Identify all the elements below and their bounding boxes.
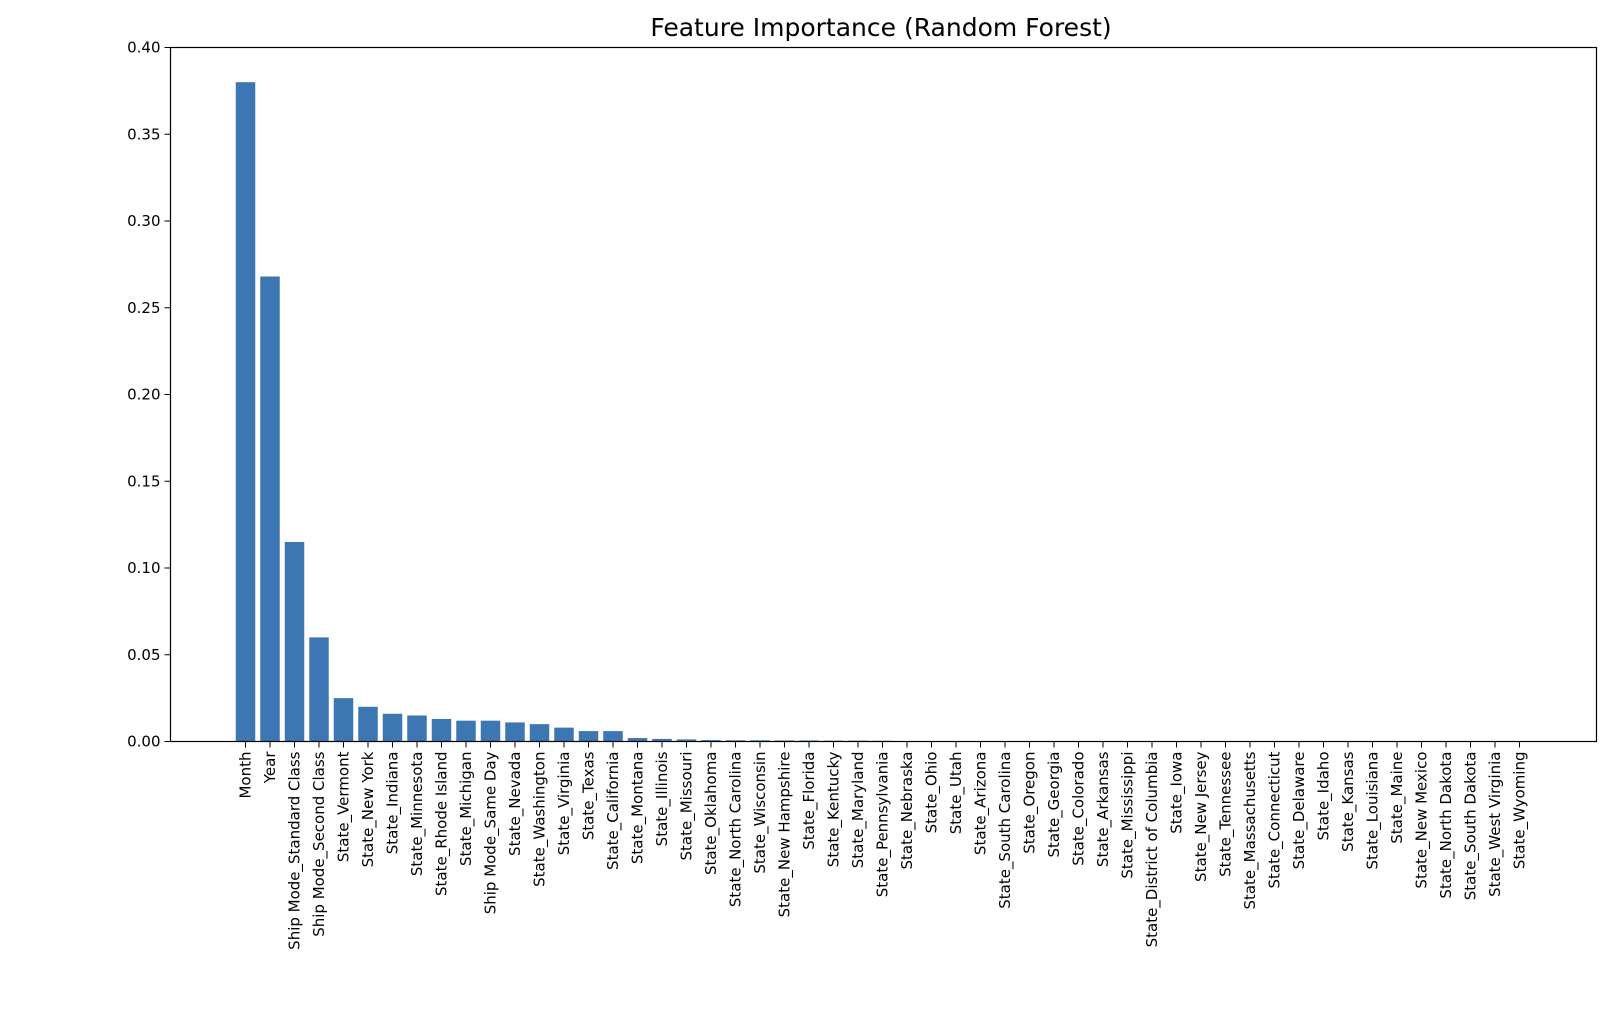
x-tick-label-33: State_Georgia (1045, 752, 1064, 858)
bar-0 (236, 82, 256, 741)
y-tick-label-0: 0.00 (127, 733, 160, 751)
x-tick-label-51: State_West Virginia (1486, 752, 1505, 897)
bar-6 (383, 714, 403, 742)
x-tick-label-41: State_Massachusetts (1241, 751, 1260, 909)
x-tick-label-14: State_Texas (580, 751, 599, 840)
y-tick-label-6: 0.30 (127, 212, 160, 230)
x-tick-label-3: Ship Mode_Second Class (310, 751, 329, 936)
x-tick-label-49: State_North Dakota (1437, 752, 1456, 899)
x-tick-label-46: State_Louisiana (1364, 752, 1383, 870)
y-tick-label-1: 0.05 (127, 646, 160, 664)
x-tick-label-10: Ship Mode_Same Day (482, 751, 501, 914)
x-tick-label-28: State_Ohio (923, 752, 942, 834)
bar-11 (505, 722, 525, 741)
x-tick-label-1: Year (261, 751, 279, 785)
x-tick-label-38: State_Iowa (1168, 752, 1187, 834)
y-axis: 0.00 0.05 0.10 0.15 0.20 0.25 0.30 0.35 0.40 (127, 39, 170, 751)
y-tick-label-8: 0.40 (127, 39, 160, 57)
x-tick-label-12: State_Washington (531, 752, 550, 887)
bar-3 (309, 637, 329, 741)
y-tick-label-3: 0.15 (127, 472, 160, 490)
x-tick-label-0: Month (237, 752, 255, 799)
x-tick-label-45: State_Kansas (1339, 751, 1358, 851)
x-tick-label-7: State_Minnesota (408, 752, 427, 877)
bar-1 (260, 277, 280, 742)
chart-title: Feature Importance (Random Forest) (650, 13, 1111, 42)
x-tick-label-35: State_Arkansas (1094, 751, 1113, 867)
x-tick-label-43: State_Delaware (1290, 752, 1309, 870)
x-tick-label-36: State_Mississippi (1119, 752, 1138, 879)
x-tick-label-29: State_Utah (947, 752, 966, 835)
x-tick-label-30: State_Arizona (972, 752, 991, 856)
x-tick-label-23: State_Florida (800, 752, 819, 850)
bars-layer (236, 82, 1015, 741)
bar-12 (530, 724, 550, 741)
x-tick-label-20: State_North Carolina (727, 752, 746, 908)
x-tick-label-34: State_Colorado (1070, 752, 1089, 866)
x-tick-label-37: State_District of Columbia (1143, 752, 1162, 948)
x-tick-label-42: State_Connecticut (1266, 751, 1285, 888)
x-tick-label-44: State_Idaho (1315, 752, 1334, 841)
bar-5 (358, 707, 378, 742)
x-tick-label-8: State_Rhode Island (433, 752, 452, 896)
x-tick-label-25: State_Maryland (849, 752, 868, 869)
x-tick-label-11: State_Nevada (506, 752, 525, 856)
bar-14 (579, 731, 599, 741)
y-tick-label-7: 0.35 (127, 125, 160, 143)
x-tick-label-19: State_Oklahoma (702, 752, 721, 876)
x-tick-label-52: State_Wyoming (1511, 752, 1530, 870)
x-tick-label-50: State_South Dakota (1462, 752, 1481, 901)
y-tick-label-5: 0.25 (127, 299, 160, 317)
x-tick-label-48: State_New Mexico (1413, 752, 1432, 889)
bar-4 (334, 698, 354, 741)
x-tick-label-15: State_California (604, 752, 623, 870)
x-tick-label-13: State_Virginia (555, 752, 574, 856)
bar-7 (407, 715, 427, 741)
y-tick-label-4: 0.20 (127, 386, 160, 404)
x-tick-label-16: State_Montana (629, 752, 648, 865)
x-tick-label-6: State_Indiana (384, 752, 403, 855)
x-tick-label-4: State_Vermont (335, 751, 354, 862)
x-tick-label-27: State_Nebraska (898, 752, 917, 870)
x-tick-label-18: State_Missouri (678, 752, 697, 861)
x-axis: Month Year Ship Mode_Standard Class Ship Mo… (237, 742, 1530, 950)
bar-15 (603, 731, 623, 741)
bar-13 (554, 728, 574, 742)
x-tick-label-26: State_Pennsylvania (874, 752, 893, 898)
x-tick-label-9: State_Michigan (457, 752, 476, 866)
bar-9 (456, 721, 476, 742)
x-tick-label-21: State_Wisconsin (751, 752, 770, 874)
x-tick-label-31: State_South Carolina (996, 752, 1015, 909)
y-tick-label-2: 0.10 (127, 559, 160, 577)
x-tick-label-47: State_Maine (1388, 752, 1407, 844)
x-tick-label-24: State_Kentucky (825, 751, 844, 867)
x-tick-label-5: State_New York (359, 751, 378, 867)
bar-8 (432, 719, 452, 742)
x-tick-label-17: State_Illinois (653, 751, 672, 846)
bar-10 (481, 721, 501, 742)
bar-2 (285, 542, 305, 742)
x-tick-label-39: State_New Jersey (1192, 751, 1211, 882)
x-tick-label-40: State_Tennessee (1217, 752, 1236, 877)
x-tick-label-32: State_Oregon (1021, 752, 1040, 854)
plot-frame (171, 48, 1597, 742)
x-tick-label-22: State_New Hampshire (776, 752, 795, 918)
x-tick-label-2: Ship Mode_Standard Class (286, 751, 305, 950)
